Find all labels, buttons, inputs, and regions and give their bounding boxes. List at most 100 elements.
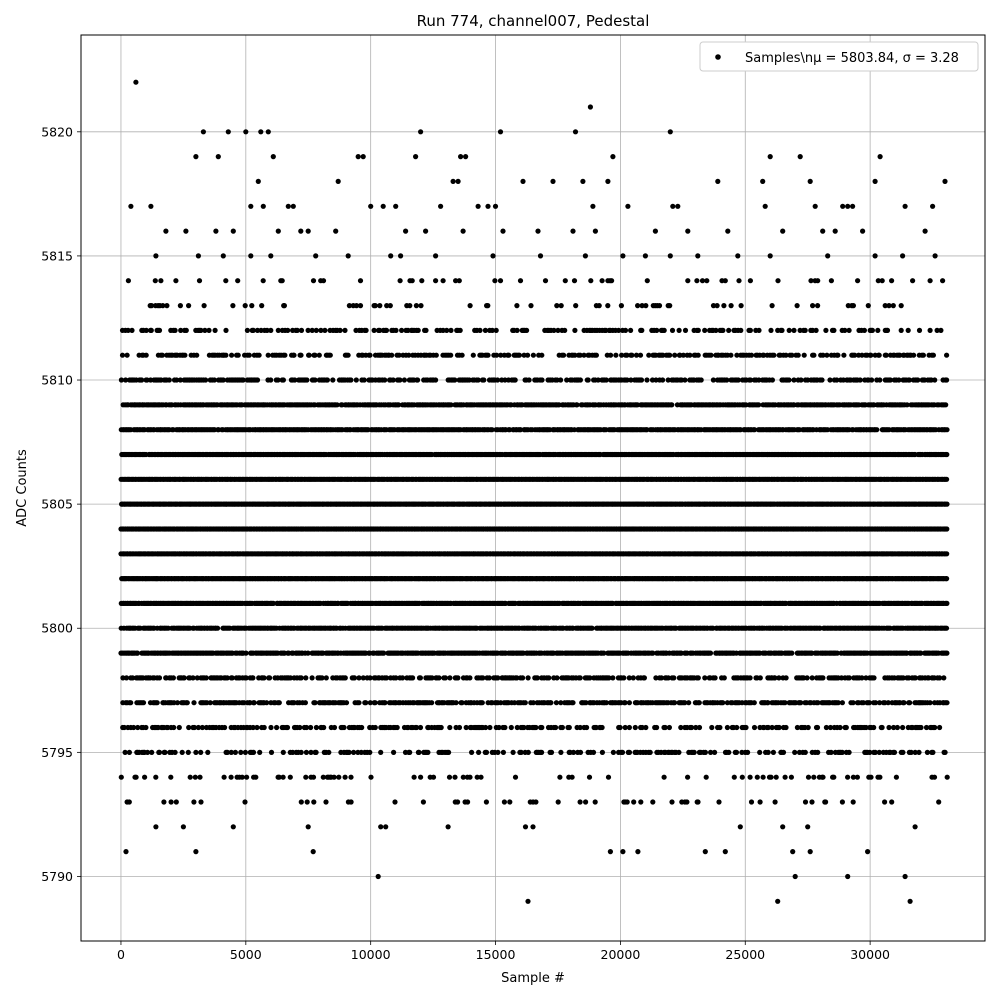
data-point [453, 700, 459, 706]
data-point [264, 700, 270, 706]
data-point [530, 700, 536, 706]
data-point [863, 724, 869, 731]
data-point [287, 774, 293, 780]
data-point [626, 724, 633, 731]
data-point [170, 675, 176, 681]
data-point [831, 774, 837, 780]
data-point [558, 749, 564, 756]
data-point [854, 774, 861, 780]
data-point [665, 675, 671, 681]
data-point [684, 799, 690, 805]
data-point [311, 799, 317, 805]
data-point [287, 675, 294, 681]
data-point [153, 774, 159, 780]
data-point [671, 675, 677, 681]
data-point [181, 675, 187, 681]
data-point [823, 724, 830, 731]
data-point [712, 749, 718, 756]
data-point [916, 749, 922, 756]
data-point [303, 675, 309, 681]
data-point [944, 551, 950, 557]
data-point [250, 724, 256, 731]
data-point [696, 724, 703, 731]
data-point [691, 749, 697, 756]
data-point [893, 774, 900, 780]
data-point [348, 774, 354, 780]
data-point [308, 724, 314, 731]
data-point [161, 799, 167, 805]
data-point [653, 675, 659, 681]
data-point [912, 675, 919, 681]
data-point [765, 749, 771, 756]
data-point [533, 724, 539, 731]
data-point [203, 675, 209, 681]
data-point [650, 650, 656, 656]
data-point [834, 650, 840, 656]
data-point [199, 724, 205, 731]
data-point [548, 749, 555, 756]
data-point [570, 700, 576, 706]
data-point [782, 700, 788, 706]
data-point [326, 749, 332, 756]
data-point [186, 724, 192, 731]
data-point [610, 749, 617, 756]
data-point [381, 650, 387, 656]
data-point [351, 675, 358, 681]
data-point [467, 774, 473, 780]
data-point [261, 724, 267, 731]
data-point [577, 675, 583, 681]
data-point [342, 675, 348, 681]
data-point [776, 724, 782, 731]
data-point [672, 700, 678, 706]
data-point [331, 724, 338, 731]
data-point [721, 675, 727, 681]
data-point [860, 700, 867, 706]
data-point [900, 749, 906, 756]
data-point [268, 724, 274, 731]
data-point [553, 700, 560, 706]
data-point [751, 700, 757, 706]
data-point [944, 700, 950, 706]
data-point [469, 749, 475, 756]
data-point [502, 724, 508, 731]
data-point [695, 799, 701, 805]
data-point [886, 724, 892, 731]
data-point [368, 774, 374, 780]
data-point [802, 799, 809, 805]
data-point [601, 650, 607, 656]
data-point [772, 675, 778, 681]
data-point [483, 799, 489, 805]
data-point [156, 749, 163, 756]
data-point [789, 650, 795, 656]
data-point [372, 700, 378, 706]
data-point [944, 774, 950, 780]
data-point [174, 700, 181, 706]
data-point [882, 799, 888, 805]
data-point [622, 724, 628, 731]
data-point [239, 774, 245, 780]
data-point [866, 700, 873, 706]
data-point [871, 675, 877, 681]
data-point [500, 749, 506, 756]
data-point [555, 799, 561, 805]
data-point [751, 724, 758, 731]
data-point [268, 749, 275, 756]
data-point [592, 799, 598, 805]
data-point [944, 600, 950, 607]
data-point [765, 724, 771, 731]
data-point [367, 700, 373, 706]
data-point [280, 774, 286, 780]
data-point [693, 724, 699, 731]
data-point [554, 675, 560, 681]
data-point [118, 774, 124, 780]
data-point [417, 724, 424, 731]
data-point [420, 799, 426, 805]
data-point [394, 724, 400, 731]
data-point [811, 774, 817, 780]
data-point [261, 675, 267, 681]
data-point [743, 724, 749, 731]
data-point [452, 774, 458, 780]
data-point [168, 774, 174, 780]
data-point [359, 724, 365, 731]
